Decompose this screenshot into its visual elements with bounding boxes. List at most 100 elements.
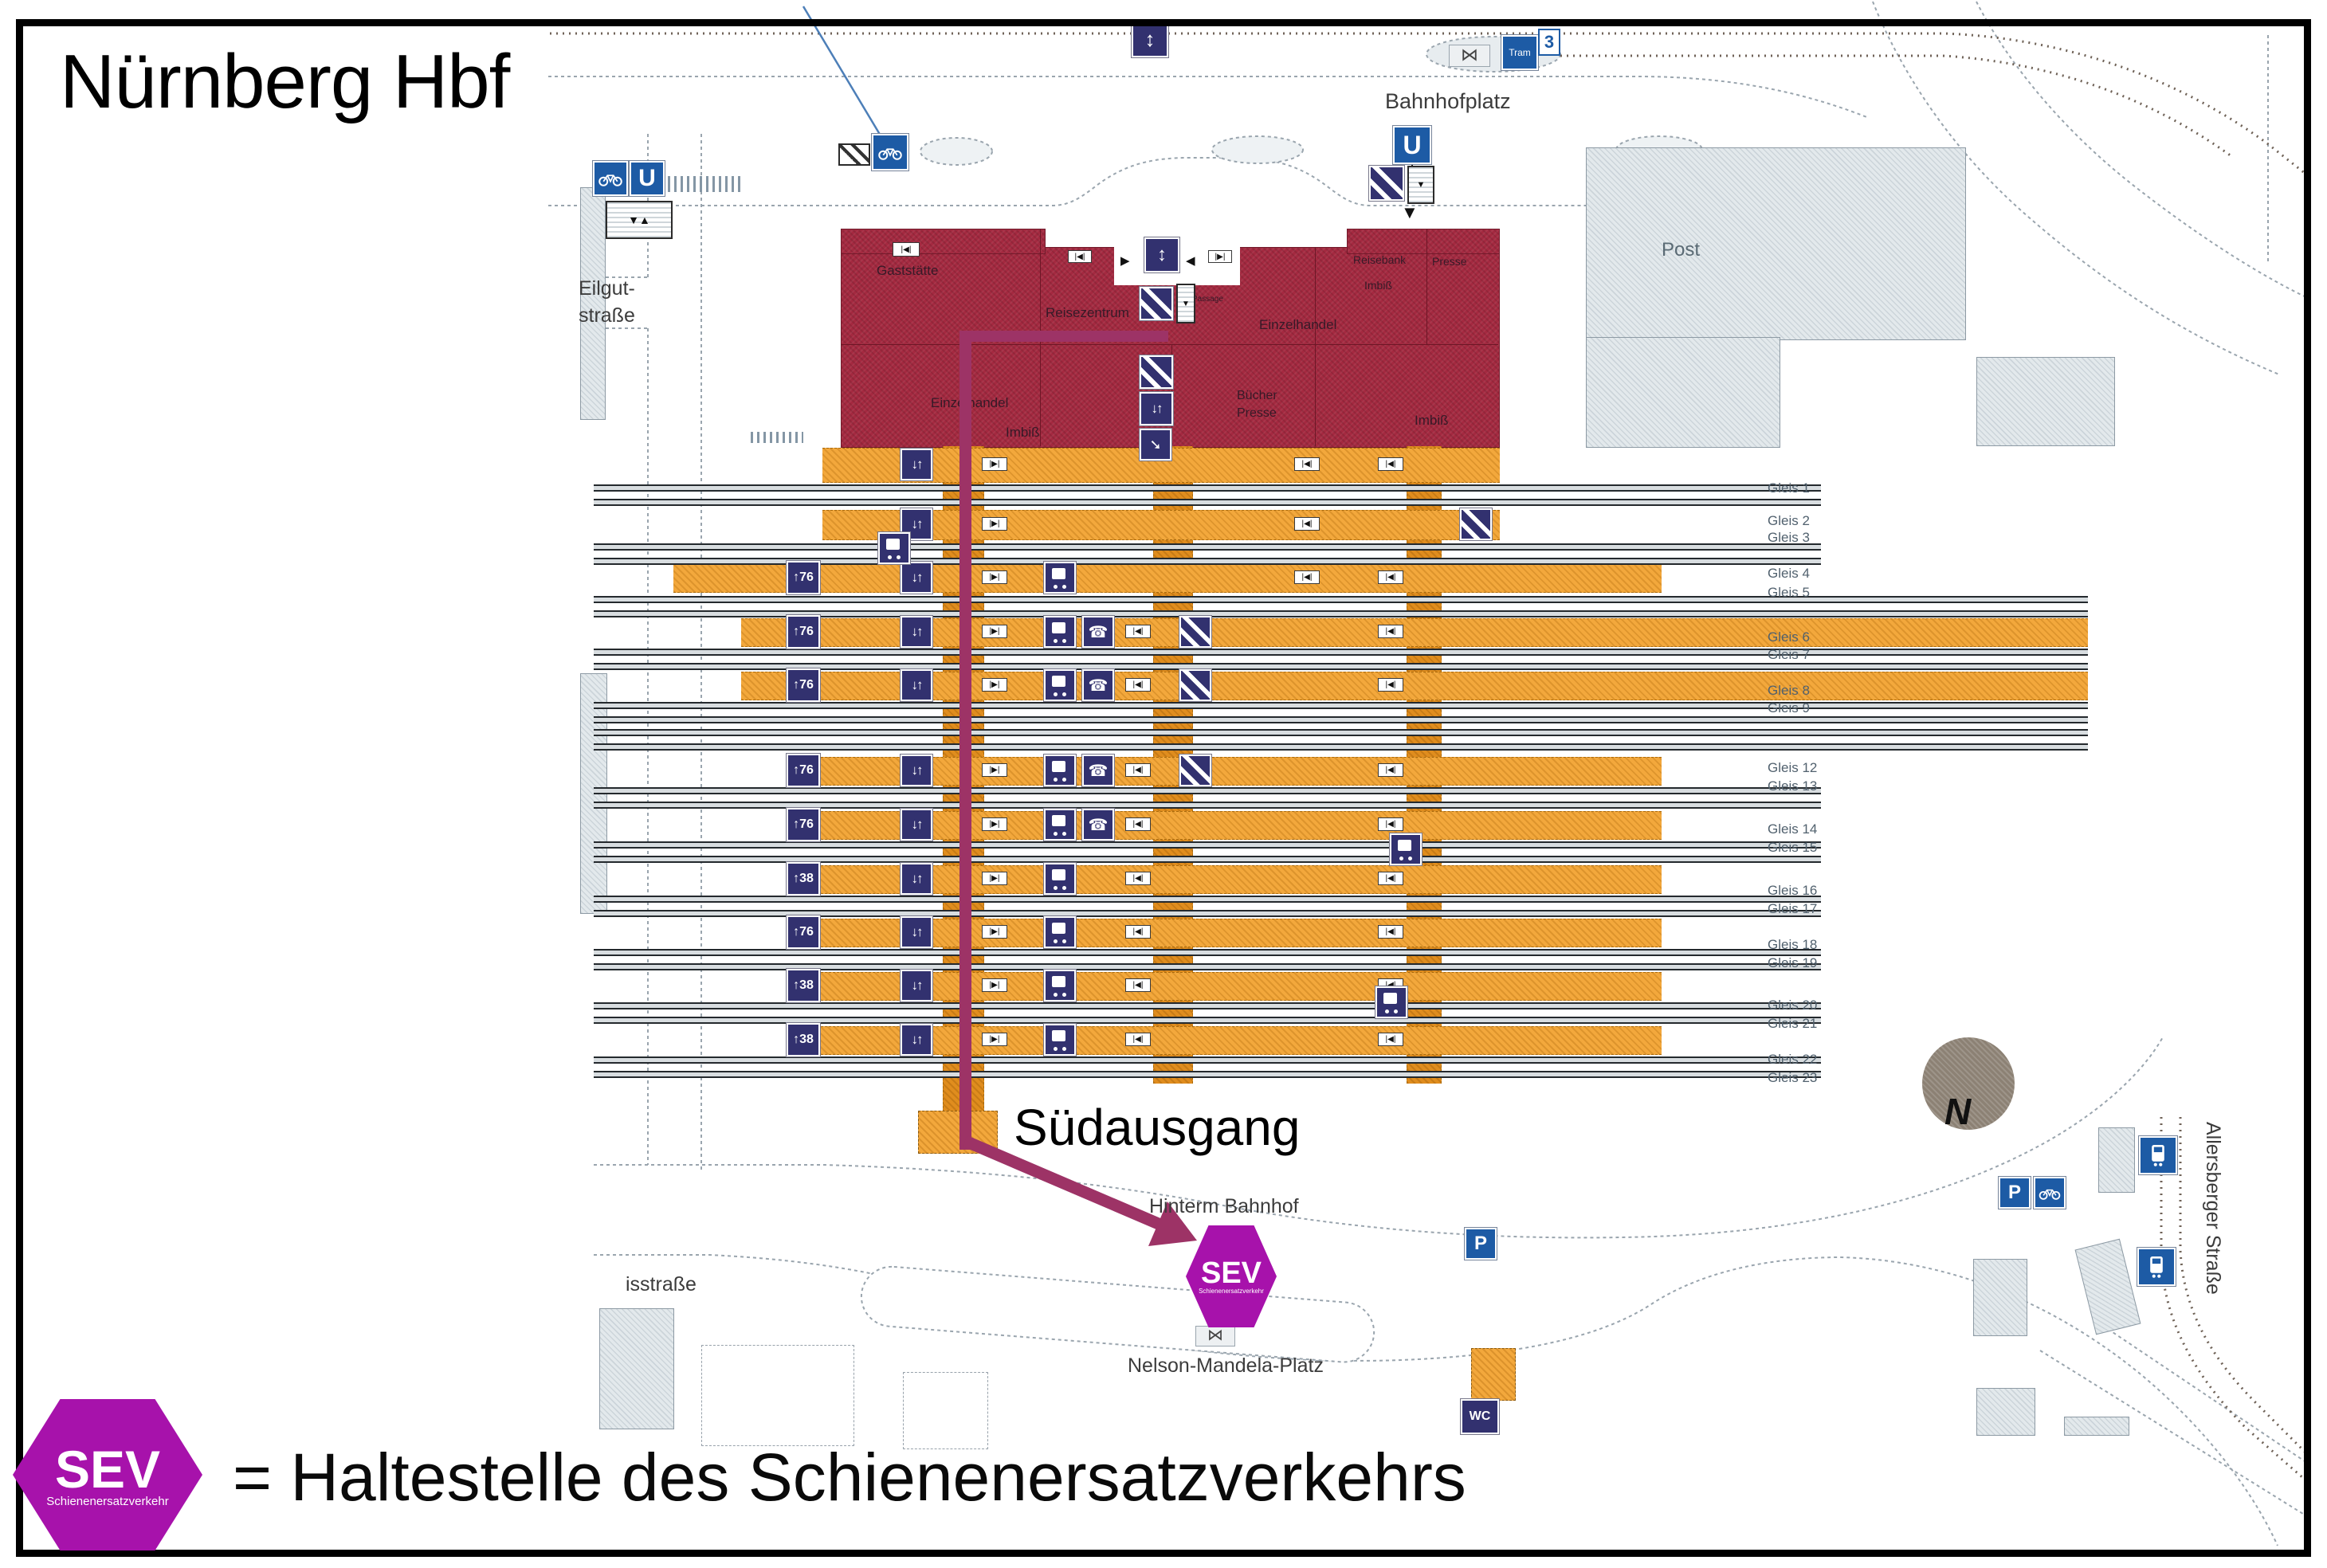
tram-stop-icon — [2137, 1248, 2176, 1286]
phone-icon: ☎ — [1082, 809, 1114, 841]
track-rail — [594, 1017, 1821, 1024]
tram-stop-icon — [2139, 1136, 2177, 1174]
elevator-icon: ↕ — [1144, 237, 1179, 272]
wall-strip-upper — [580, 187, 606, 420]
buffer-stop-icon: |◀| — [1378, 872, 1403, 885]
track-rail — [594, 610, 2088, 617]
post-label: Post — [1662, 239, 1701, 261]
gleis-label: Gleis 1 — [1768, 480, 1810, 496]
post-building — [1586, 147, 1966, 340]
elevator-icon: ↓↑ — [901, 1024, 932, 1056]
track-rail — [594, 787, 1821, 794]
buffer-stop-icon: |▶| — [982, 872, 1007, 885]
street-hinterm-bahnhof: Hinterm Bahnhof — [1149, 1195, 1299, 1217]
platform — [793, 757, 1662, 786]
buffer-stop-icon: |◀| — [1294, 457, 1320, 471]
room-reisezentrum: Reisezentrum — [1046, 305, 1129, 320]
sev-sublabel: Schienenersatzverkehr — [1199, 1288, 1264, 1295]
ubahn-icon: U — [1393, 126, 1431, 164]
platform — [793, 811, 1662, 840]
street-allersberger: Allersberger Straße — [2202, 1122, 2224, 1295]
east-building-5 — [2064, 1417, 2129, 1436]
buffer-stop-icon: |▶| — [982, 457, 1007, 471]
elevator-icon: ↓↑ — [901, 755, 932, 786]
parking-icon: P — [1465, 1228, 1497, 1260]
track-rail — [594, 802, 1821, 809]
tram-line-badge: 3 — [1538, 29, 1560, 56]
buffer-stop-icon: |◀| — [1294, 570, 1320, 584]
room-gaststaette: Gaststätte — [877, 263, 939, 278]
gleis-label: Gleis 17 — [1768, 901, 1818, 916]
luggage-cart-icon — [1044, 970, 1076, 1002]
platform — [741, 672, 2088, 700]
buffer-stop-icon: |◀| — [1125, 678, 1151, 692]
buffer-stop-icon: |▶| — [982, 1033, 1007, 1046]
elevator-icon: ↓↑ — [1140, 392, 1173, 425]
service-pointer-icon: ➘ — [1140, 429, 1171, 461]
east-building-4 — [1976, 1388, 2035, 1436]
bike-icon — [593, 161, 628, 196]
buffer-stop-icon: |◀| — [1125, 763, 1151, 777]
gleis-label: Gleis 5 — [1768, 585, 1810, 600]
elevator-icon: ↓↑ — [901, 669, 932, 701]
sev-label: SEV — [1200, 1256, 1262, 1290]
sev-label: SEV — [54, 1439, 161, 1499]
gleis-label: Gleis 6 — [1768, 629, 1810, 645]
south-building — [599, 1308, 674, 1429]
buffer-stop-icon: |◀| — [1125, 817, 1151, 831]
gleis-label: Gleis 15 — [1768, 840, 1818, 855]
crossing-icon: ⋈ — [1449, 45, 1490, 67]
platform-length-badge: ↑76 — [787, 615, 820, 649]
luggage-cart-icon — [1044, 809, 1076, 841]
buffer-stop-icon: |▶| — [982, 817, 1007, 831]
luggage-cart-icon — [1044, 1024, 1076, 1056]
street-nelson-mandela-platz: Nelson-Mandela-Platz — [1128, 1354, 1324, 1377]
buffer-stop-icon: |◀| — [1125, 1033, 1151, 1046]
escalator-icon — [1369, 166, 1404, 201]
track-rail — [594, 856, 1821, 863]
elevator-icon: ↓↑ — [901, 562, 932, 594]
buffer-stop-icon: |▶| — [982, 978, 1007, 992]
buffer-stop-icon: |◀| — [1378, 570, 1403, 584]
gleis-label: Gleis 16 — [1768, 883, 1818, 898]
buffer-stop-icon: |◀| — [893, 242, 920, 257]
buffer-stop-icon: |▶| — [982, 763, 1007, 777]
platform-length-badge: ↑38 — [787, 969, 820, 1002]
room-einzelhandel-a: Einzelhandel — [1259, 317, 1337, 332]
elevator-icon: ↓↑ — [901, 916, 932, 948]
gleis-label: Gleis 13 — [1768, 778, 1818, 794]
room-presse-a: Presse — [1432, 255, 1467, 268]
bike-icon — [2034, 1177, 2066, 1209]
page-title: Nürnberg Hbf — [60, 39, 510, 124]
street-eilgut-2: straße — [579, 304, 635, 327]
track-rail — [594, 1071, 1821, 1078]
post-building-wing — [1586, 337, 1780, 448]
platform — [822, 510, 1500, 540]
phone-icon: ☎ — [1082, 616, 1114, 648]
buffer-stop-icon: |◀| — [1068, 250, 1092, 263]
bike-icon — [872, 134, 908, 171]
luggage-cart-icon — [1044, 669, 1076, 701]
buffer-stop-icon: |◀| — [1294, 517, 1320, 531]
track-rail — [594, 841, 1821, 849]
buffer-stop-icon: |◀| — [1378, 817, 1403, 831]
track-rail — [594, 716, 2088, 723]
tram-icon: Tram — [1501, 35, 1538, 70]
track-rail — [594, 729, 2088, 736]
stairs-icon: ▼▲ — [606, 201, 673, 239]
gleis-label: Gleis 23 — [1768, 1070, 1818, 1085]
track-rail — [594, 702, 2088, 709]
platform-length-badge: ↑76 — [787, 915, 820, 949]
route-horizontal — [959, 331, 1168, 342]
parking-icon: P — [1999, 1177, 2031, 1209]
kiosk-building — [1471, 1348, 1516, 1401]
ubahn-icon: U — [630, 161, 665, 196]
buffer-stop-icon: |◀| — [1125, 872, 1151, 885]
buffer-stop-icon: |◀| — [1378, 625, 1403, 638]
gleis-label: Gleis 18 — [1768, 937, 1818, 952]
buffer-stop-icon: |◀| — [1125, 925, 1151, 939]
room-presse-b: Presse — [1237, 406, 1277, 420]
buffer-stop-icon: |◀| — [1378, 1033, 1403, 1046]
buffer-stop-icon: |◀| — [1125, 978, 1151, 992]
